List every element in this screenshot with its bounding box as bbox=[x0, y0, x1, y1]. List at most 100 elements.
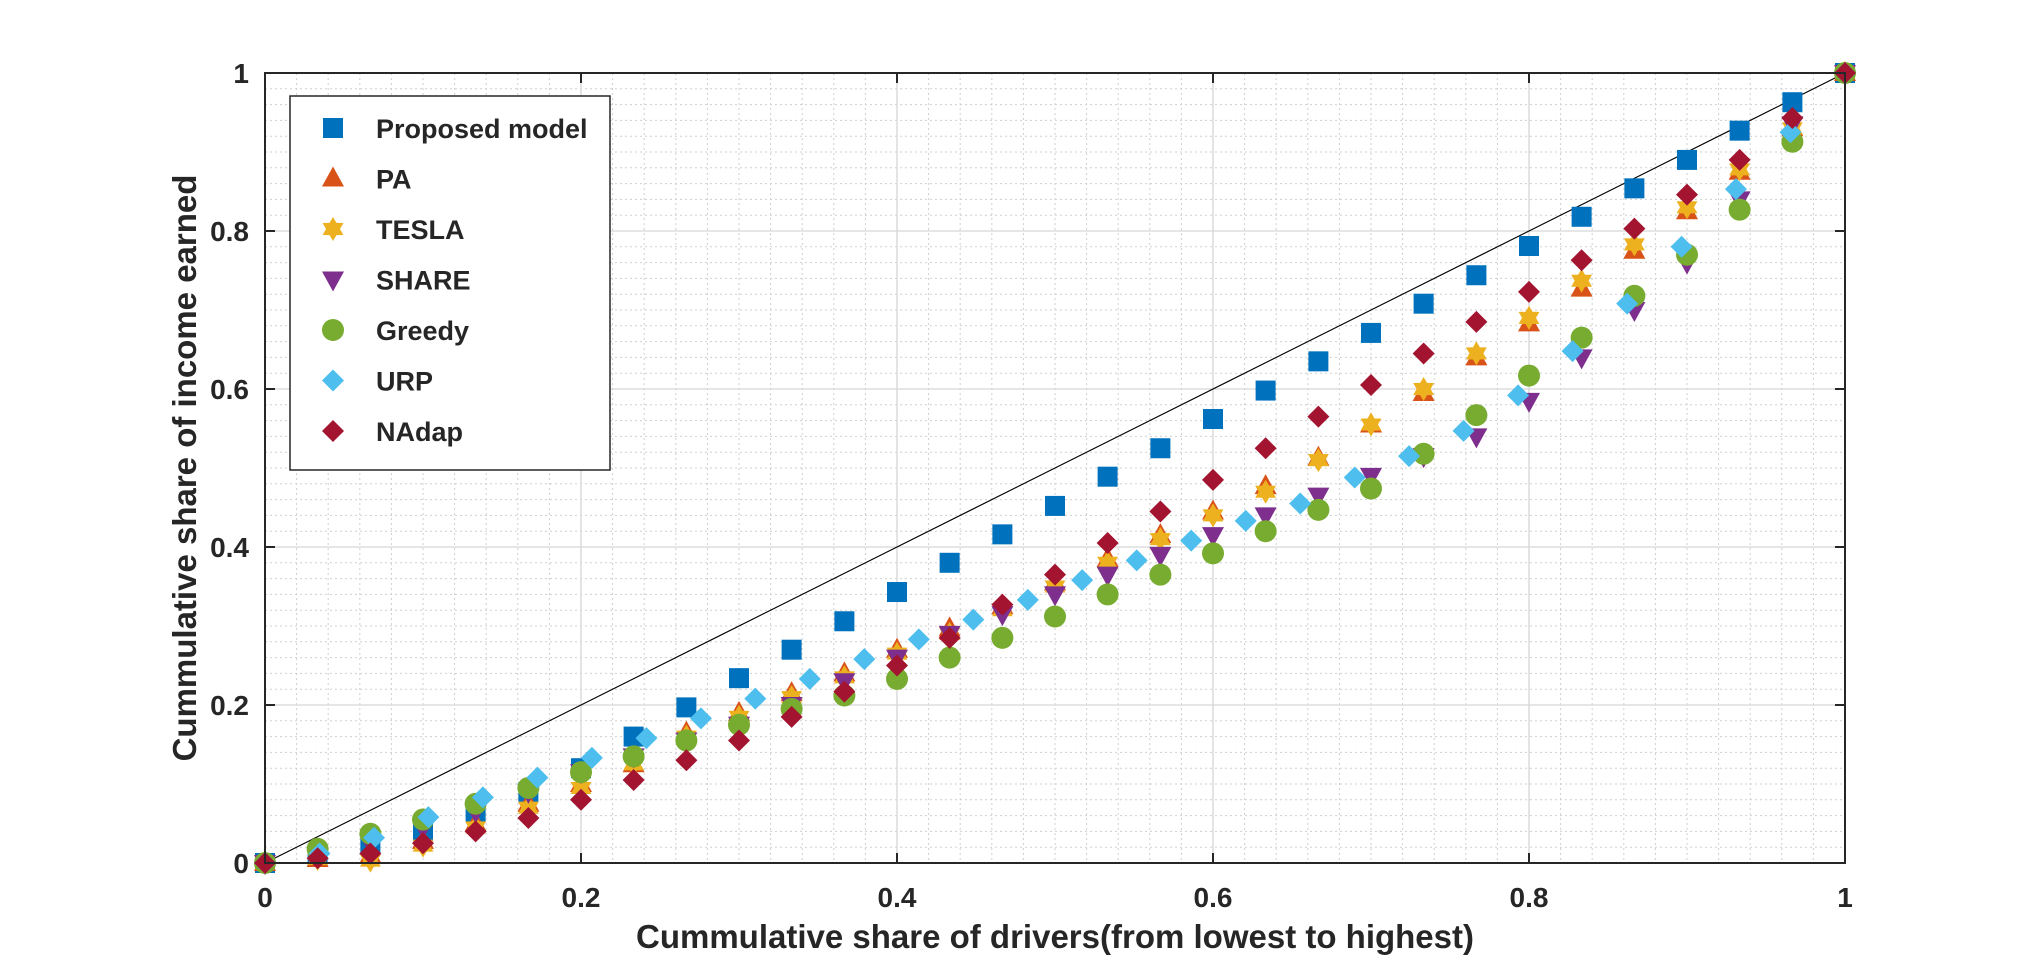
point-nadap bbox=[1202, 468, 1224, 491]
point-urp bbox=[907, 628, 930, 651]
point-proposed-model bbox=[1203, 409, 1223, 430]
point-proposed-model bbox=[1150, 438, 1171, 459]
point-nadap bbox=[1518, 280, 1540, 303]
point-nadap bbox=[1149, 500, 1172, 523]
point-nadap bbox=[412, 832, 434, 855]
legend-label-proposed-model: Proposed model bbox=[376, 114, 588, 144]
legend-marker-nadap bbox=[322, 420, 344, 442]
series-urp bbox=[254, 62, 1856, 874]
point-share bbox=[1254, 507, 1277, 528]
point-greedy bbox=[886, 667, 908, 690]
legend-item-nadap: NAdap bbox=[322, 417, 463, 447]
point-urp bbox=[526, 766, 549, 789]
point-nadap bbox=[1728, 148, 1751, 171]
point-proposed-model bbox=[1624, 178, 1645, 199]
point-nadap bbox=[1623, 217, 1646, 240]
point-share bbox=[991, 606, 1014, 627]
point-tesla bbox=[1466, 341, 1487, 366]
point-share bbox=[1096, 566, 1119, 587]
point-urp bbox=[962, 608, 985, 631]
point-greedy bbox=[1570, 326, 1593, 349]
point-nadap bbox=[833, 680, 856, 703]
point-share bbox=[1044, 586, 1066, 607]
point-nadap bbox=[1412, 342, 1435, 365]
point-proposed-model bbox=[992, 524, 1013, 545]
y-tick-label: 0.2 bbox=[210, 690, 249, 721]
point-proposed-model bbox=[1045, 495, 1065, 516]
legend: Proposed model PA TESLA SHARE Greedy URP NAdap bbox=[289, 95, 611, 471]
point-urp bbox=[1016, 588, 1039, 611]
point-tesla bbox=[1150, 527, 1171, 552]
point-greedy bbox=[570, 761, 592, 784]
point-nadap bbox=[938, 626, 961, 649]
point-nadap bbox=[1096, 532, 1119, 555]
point-proposed-model bbox=[1413, 293, 1434, 314]
point-urp bbox=[1452, 419, 1475, 442]
legend-marker-share bbox=[322, 271, 344, 292]
x-axis-label: Cummulative share of drivers(from lowest… bbox=[636, 918, 1474, 955]
legend-item-greedy: Greedy bbox=[322, 316, 469, 346]
x-tick-label: 1 bbox=[1837, 882, 1853, 913]
point-greedy bbox=[1307, 498, 1330, 521]
point-greedy bbox=[622, 745, 645, 768]
point-greedy bbox=[1096, 583, 1119, 606]
point-proposed-model bbox=[729, 668, 749, 689]
point-nadap bbox=[1465, 310, 1488, 333]
x-tick-label: 0.8 bbox=[1510, 882, 1549, 913]
point-greedy bbox=[938, 646, 961, 669]
point-proposed-model bbox=[1729, 120, 1750, 141]
legend-marker-proposed-model bbox=[323, 118, 343, 138]
legend-marker-tesla bbox=[322, 217, 344, 241]
point-proposed-model bbox=[1308, 351, 1329, 372]
data-markers bbox=[254, 61, 1856, 875]
point-urp bbox=[1670, 235, 1693, 258]
point-nadap bbox=[675, 749, 698, 772]
point-greedy bbox=[1202, 542, 1224, 565]
point-nadap bbox=[1676, 183, 1698, 206]
point-tesla bbox=[1518, 305, 1540, 330]
point-proposed-model bbox=[887, 582, 907, 603]
y-tick-label: 0.8 bbox=[210, 216, 249, 247]
legend-label-nadap: NAdap bbox=[376, 417, 463, 447]
y-axis-label: Cummulative share of income earned bbox=[166, 175, 203, 762]
point-proposed-model bbox=[1255, 380, 1276, 401]
point-urp bbox=[1724, 178, 1747, 201]
point-proposed-model bbox=[781, 639, 802, 660]
point-proposed-model bbox=[1097, 466, 1118, 487]
point-nadap bbox=[517, 806, 540, 829]
point-nadap bbox=[622, 769, 645, 792]
point-nadap bbox=[780, 705, 803, 728]
series-nadap bbox=[254, 62, 1856, 874]
point-proposed-model bbox=[1677, 149, 1697, 170]
legend-label-greedy: Greedy bbox=[376, 316, 469, 346]
point-urp bbox=[635, 727, 658, 750]
point-tesla bbox=[1571, 268, 1592, 293]
point-nadap bbox=[1044, 563, 1066, 586]
point-urp bbox=[580, 746, 603, 769]
point-proposed-model bbox=[1782, 92, 1803, 113]
point-proposed-model bbox=[623, 726, 644, 747]
point-proposed-model bbox=[939, 552, 960, 573]
point-urp bbox=[417, 806, 440, 829]
point-proposed-model bbox=[1571, 206, 1592, 227]
point-nadap bbox=[1360, 374, 1382, 397]
point-proposed-model bbox=[1519, 236, 1539, 257]
point-greedy bbox=[1254, 520, 1277, 543]
point-tesla bbox=[1676, 195, 1698, 220]
point-urp bbox=[1234, 509, 1257, 532]
point-nadap bbox=[1570, 249, 1593, 272]
point-nadap bbox=[1307, 405, 1330, 428]
x-tick-label: 0.2 bbox=[562, 882, 601, 913]
legend-label-share: SHARE bbox=[376, 266, 471, 296]
point-urp bbox=[1071, 569, 1094, 592]
legend-box bbox=[289, 95, 611, 471]
point-proposed-model bbox=[676, 697, 697, 718]
legend-item-pa: PA bbox=[322, 165, 412, 195]
point-greedy bbox=[1465, 404, 1488, 427]
x-tick-label: 0 bbox=[257, 882, 273, 913]
point-tesla bbox=[1624, 232, 1645, 257]
point-urp bbox=[798, 667, 821, 690]
x-tick-label: 0.6 bbox=[1194, 882, 1233, 913]
point-greedy bbox=[1149, 563, 1172, 586]
